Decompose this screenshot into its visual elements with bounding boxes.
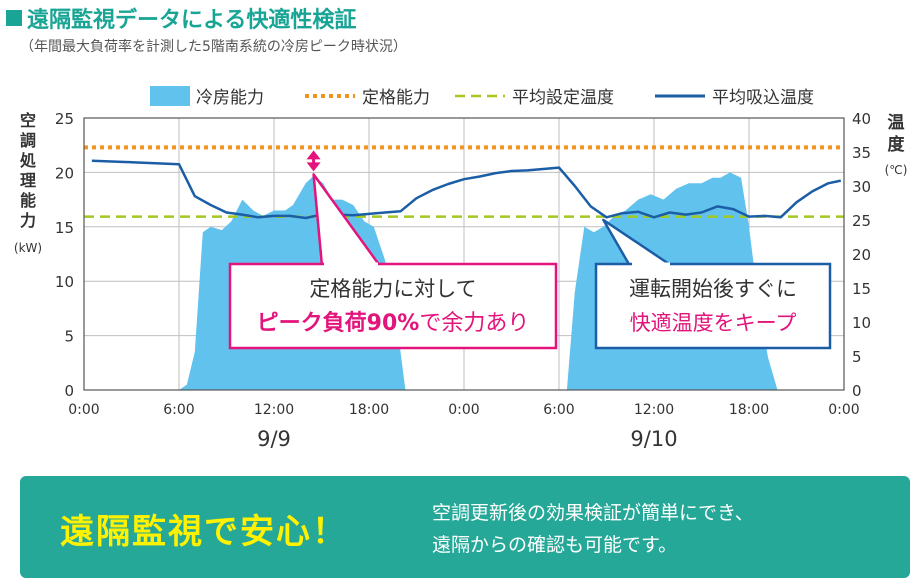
- reference-lines: [84, 145, 844, 218]
- y-left-axis-label-char: 調: [20, 131, 36, 150]
- chart-title: 遠隔監視データによる快適性検証: [6, 2, 356, 34]
- x-tick-label: 18:00: [729, 402, 769, 418]
- legend-label-setpoint: 平均設定温度: [512, 88, 614, 108]
- callout-capacity-line2: ピーク負荷90%で余力あり: [257, 310, 530, 336]
- intake-line-layer: [91, 159, 842, 220]
- banner-text-line2: 遠隔からの確認も可能です。: [432, 534, 678, 556]
- y-right-axis-label-char: 度: [888, 134, 906, 155]
- tick-labels: 0 5 10 15 20 25 0 5 10 15 20 25 30 35 40 0:00 6:00 12:00 1…: [55, 110, 871, 451]
- y-left-axis-label-char: 処: [20, 151, 37, 170]
- y-right-tick-label: 0: [852, 382, 862, 400]
- y-left-axis-label-char: 空: [20, 111, 36, 130]
- y-right-tick-label: 15: [852, 280, 871, 298]
- legend-label-rated: 定格能力: [362, 88, 430, 108]
- x-tick-label: 6:00: [163, 402, 194, 418]
- x-tick-label: 0:00: [448, 402, 479, 418]
- chart-subtitle: （年間最大負荷率を計測した5階南系統の冷房ピーク時状況）: [20, 39, 407, 55]
- banner-text-line1: 空調更新後の効果検証が簡単にでき、: [432, 502, 754, 524]
- callout-capacity-emphasis: ピーク負荷90%: [257, 310, 420, 336]
- chart-axes: [83, 117, 845, 391]
- x-tick-label: 0:00: [68, 402, 99, 418]
- intake-temperature-line: [91, 159, 842, 220]
- callout-capacity-suffix: で余力あり: [419, 311, 529, 336]
- legend-swatch-capacity: [150, 86, 190, 106]
- legend-label-capacity: 冷房能力: [196, 88, 264, 108]
- y-right-tick-label: 40: [852, 110, 871, 128]
- callout-box-capacity: [228, 262, 558, 350]
- y-right-tick-label: 10: [852, 314, 871, 332]
- callout-comfort-line2: 快適温度をキープ: [630, 311, 797, 335]
- callout-pointer-capacity: [312, 173, 382, 268]
- y-left-tick-label: 15: [55, 219, 74, 237]
- callout-capacity-line1: 定格能力に対して: [309, 277, 476, 301]
- y-right-axis-unit: (℃): [885, 163, 908, 177]
- banner-headline: 遠隔監視で安心！: [60, 512, 348, 552]
- y-right-tick-label: 20: [852, 246, 871, 264]
- chart-svg: 0 5 10 15 20 25 0 5 10 15 20 25 30 35 40 0:00 6:00 12:00 1…: [14, 86, 908, 451]
- date-label: 9/9: [257, 427, 291, 451]
- plot-frame: [83, 117, 845, 391]
- date-label: 9/10: [630, 427, 677, 451]
- title-square-icon: [6, 10, 22, 26]
- chart-title-text: 遠隔監視データによる快適性検証: [27, 8, 357, 33]
- x-tick-label: 12:00: [634, 402, 674, 418]
- peak-margin-arrow-head-up: [306, 150, 321, 160]
- y-left-tick-label: 10: [55, 273, 74, 291]
- y-left-tick-label: 20: [55, 164, 74, 182]
- y-left-axis-label-char: 能: [20, 191, 36, 210]
- chart-legend: 冷房能力 定格能力 平均設定温度 平均吸込温度: [150, 86, 814, 108]
- callout-box-comfort: [594, 262, 832, 350]
- x-tick-label: 12:00: [254, 402, 294, 418]
- y-left-tick-label: 25: [55, 110, 74, 128]
- y-left-tick-label: 0: [64, 382, 74, 400]
- y-left-axis-label-char: 理: [20, 171, 36, 190]
- y-left-axis-unit: (kW): [14, 241, 42, 255]
- y-right-tick-label: 25: [852, 212, 871, 230]
- y-right-axis-label-char: 温: [888, 113, 905, 133]
- y-left-axis-label-char: 力: [20, 211, 36, 230]
- peak-margin-arrow-head-down: [306, 162, 321, 172]
- legend-label-intake: 平均吸込温度: [712, 88, 814, 108]
- bottom-banner: 遠隔監視で安心！ 空調更新後の効果検証が簡単にでき、 遠隔からの確認も可能です。: [20, 476, 910, 578]
- x-tick-label: 6:00: [543, 402, 574, 418]
- y-right-tick-label: 5: [852, 348, 862, 366]
- y-left-tick-label: 5: [64, 328, 74, 346]
- callout-comfort-line1: 運転開始後すぐに: [629, 277, 797, 301]
- x-tick-label: 0:00: [828, 402, 859, 418]
- y-right-tick-label: 35: [852, 144, 871, 162]
- x-tick-label: 18:00: [349, 402, 389, 418]
- y-right-tick-label: 30: [852, 178, 871, 196]
